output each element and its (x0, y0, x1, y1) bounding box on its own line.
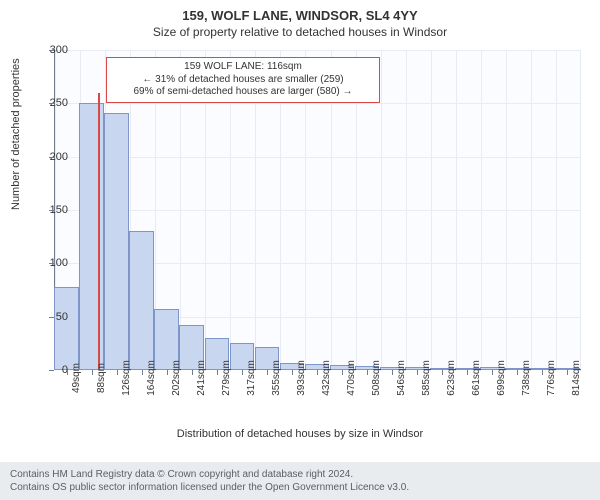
gridline-v (580, 50, 581, 369)
y-axis-label: Number of detached properties (10, 58, 22, 210)
xtick-label: 279sqm (221, 360, 232, 396)
ytick-mark (49, 103, 54, 104)
xtick-label: 776sqm (546, 360, 557, 396)
xtick-mark (117, 370, 118, 375)
chart-container: 159, WOLF LANE, WINDSOR, SL4 4YY Size of… (0, 0, 600, 500)
xtick-mark (492, 370, 493, 375)
histogram-bar (104, 113, 129, 370)
histogram-bar (79, 103, 104, 370)
xtick-label: 661sqm (471, 360, 482, 396)
histogram-bar (129, 231, 154, 370)
ytick-mark (49, 157, 54, 158)
xtick-mark (417, 370, 418, 375)
xtick-label: 585sqm (421, 360, 432, 396)
xtick-mark (217, 370, 218, 375)
xtick-mark (342, 370, 343, 375)
chart-subtitle: Size of property relative to detached ho… (0, 23, 600, 43)
xtick-label: 470sqm (346, 360, 357, 396)
xtick-mark (542, 370, 543, 375)
ytick-mark (49, 263, 54, 264)
xtick-label: 699sqm (496, 360, 507, 396)
annotation-box: 159 WOLF LANE: 116sqm ← 31% of detached … (106, 57, 380, 103)
ytick-label: 50 (56, 311, 68, 323)
property-marker-line (98, 93, 100, 370)
xtick-label: 317sqm (246, 360, 257, 396)
xtick-mark (192, 370, 193, 375)
x-axis-label: Distribution of detached houses by size … (0, 428, 600, 440)
xtick-label: 49sqm (71, 363, 82, 393)
xtick-mark (92, 370, 93, 375)
xtick-label: 738sqm (521, 360, 532, 396)
xtick-label: 241sqm (196, 360, 207, 396)
xtick-mark (367, 370, 368, 375)
annotation-line1: 159 WOLF LANE: 116sqm (113, 61, 373, 74)
xtick-mark (392, 370, 393, 375)
ytick-mark (49, 370, 54, 371)
xtick-label: 393sqm (296, 360, 307, 396)
xtick-label: 164sqm (146, 360, 157, 396)
footer: Contains HM Land Registry data © Crown c… (0, 462, 600, 500)
ytick-mark (49, 317, 54, 318)
chart-title: 159, WOLF LANE, WINDSOR, SL4 4YY (0, 0, 600, 23)
xtick-mark (242, 370, 243, 375)
annotation-line3: 69% of semi-detached houses are larger (… (113, 86, 373, 99)
xtick-mark (442, 370, 443, 375)
xtick-mark (467, 370, 468, 375)
annotation-line2: ← 31% of detached houses are smaller (25… (113, 74, 373, 87)
xtick-label: 88sqm (96, 363, 107, 393)
footer-line1: Contains HM Land Registry data © Crown c… (10, 468, 590, 481)
ytick-mark (49, 50, 54, 51)
xtick-label: 202sqm (171, 360, 182, 396)
xtick-mark (317, 370, 318, 375)
xtick-label: 546sqm (396, 360, 407, 396)
xtick-label: 355sqm (271, 360, 282, 396)
xtick-label: 814sqm (571, 360, 582, 396)
xtick-mark (167, 370, 168, 375)
xtick-mark (567, 370, 568, 375)
xtick-label: 623sqm (446, 360, 457, 396)
xtick-mark (67, 370, 68, 375)
xtick-label: 432sqm (321, 360, 332, 396)
footer-line2: Contains OS public sector information li… (10, 481, 590, 494)
ytick-mark (49, 210, 54, 211)
xtick-label: 126sqm (121, 360, 132, 396)
xtick-mark (292, 370, 293, 375)
xtick-mark (267, 370, 268, 375)
xtick-mark (142, 370, 143, 375)
xtick-label: 508sqm (371, 360, 382, 396)
xtick-mark (517, 370, 518, 375)
histogram-bar (54, 287, 79, 370)
